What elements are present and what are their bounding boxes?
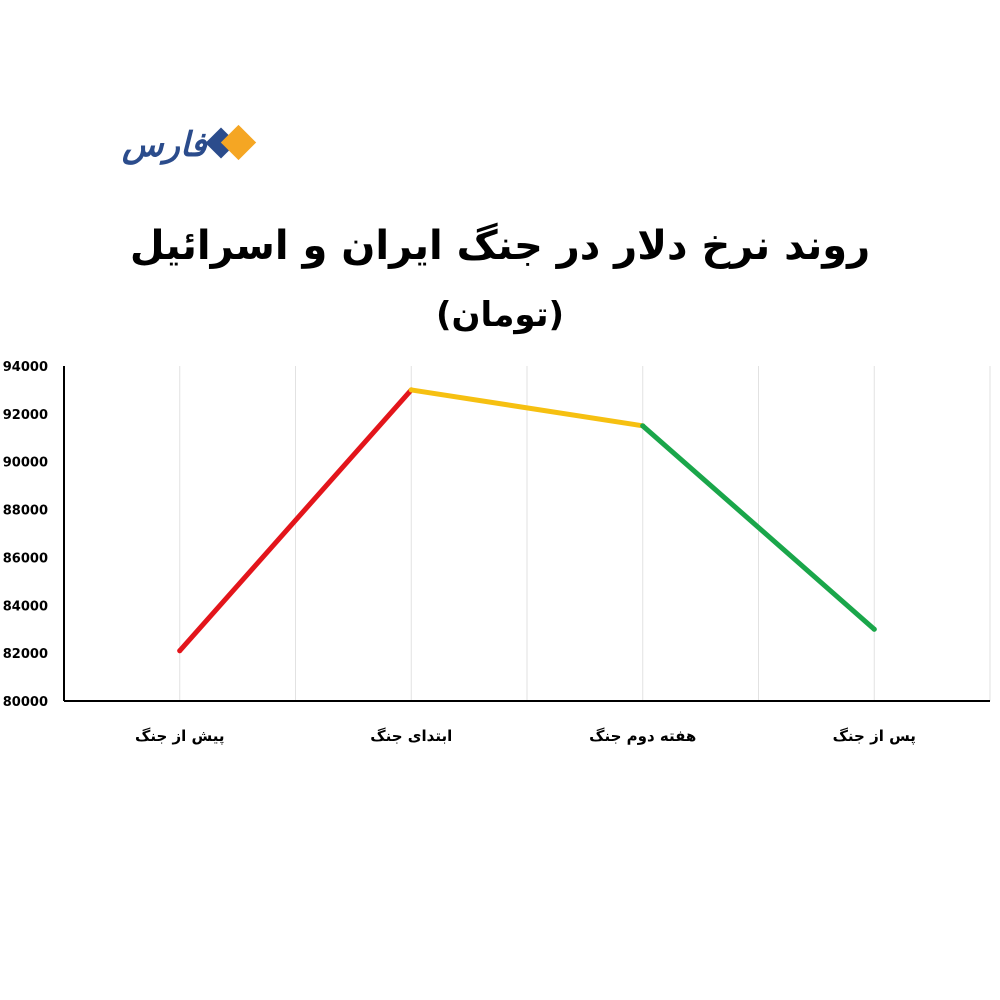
data-point: [177, 648, 183, 654]
y-tick-label: 92000: [3, 408, 48, 423]
y-tick-label: 84000: [3, 599, 48, 614]
y-tick-label: 82000: [3, 647, 48, 662]
chart-canvas: 80000 82000 84000 86000 88000 90000 92000 94000…: [3, 360, 991, 746]
line-segment: [640, 423, 877, 632]
x-tick-label: ابتدای جنگ: [370, 727, 452, 745]
y-tick-label: 88000: [3, 504, 48, 519]
logo-wordmark: فارس: [121, 125, 208, 165]
x-tick-label: هفته دوم جنگ: [589, 727, 696, 745]
fars-logo: فارس: [118, 112, 268, 172]
data-point: [640, 423, 646, 429]
data-point: [871, 626, 877, 632]
y-tick-label: 80000: [3, 695, 48, 710]
x-tick-label: پیش از جنگ: [135, 727, 224, 746]
y-tick-label: 86000: [3, 551, 48, 566]
fars-logo-mark: فارس: [121, 124, 257, 165]
chart-title: روند نرخ دلار در جنگ ایران و اسرائیل: [129, 223, 871, 269]
x-tick-label: پس از جنگ: [833, 727, 916, 746]
logo-orange-diamond: [220, 124, 257, 161]
line-segment: [408, 387, 646, 429]
y-tick-label: 94000: [3, 360, 48, 375]
data-point: [408, 387, 414, 393]
chart-subtitle: (تومان): [436, 295, 564, 335]
line-segment: [177, 387, 414, 654]
y-tick-label: 90000: [3, 456, 48, 471]
line-chart: 80000 82000 84000 86000 88000 90000 92000 94000…: [0, 350, 1000, 770]
